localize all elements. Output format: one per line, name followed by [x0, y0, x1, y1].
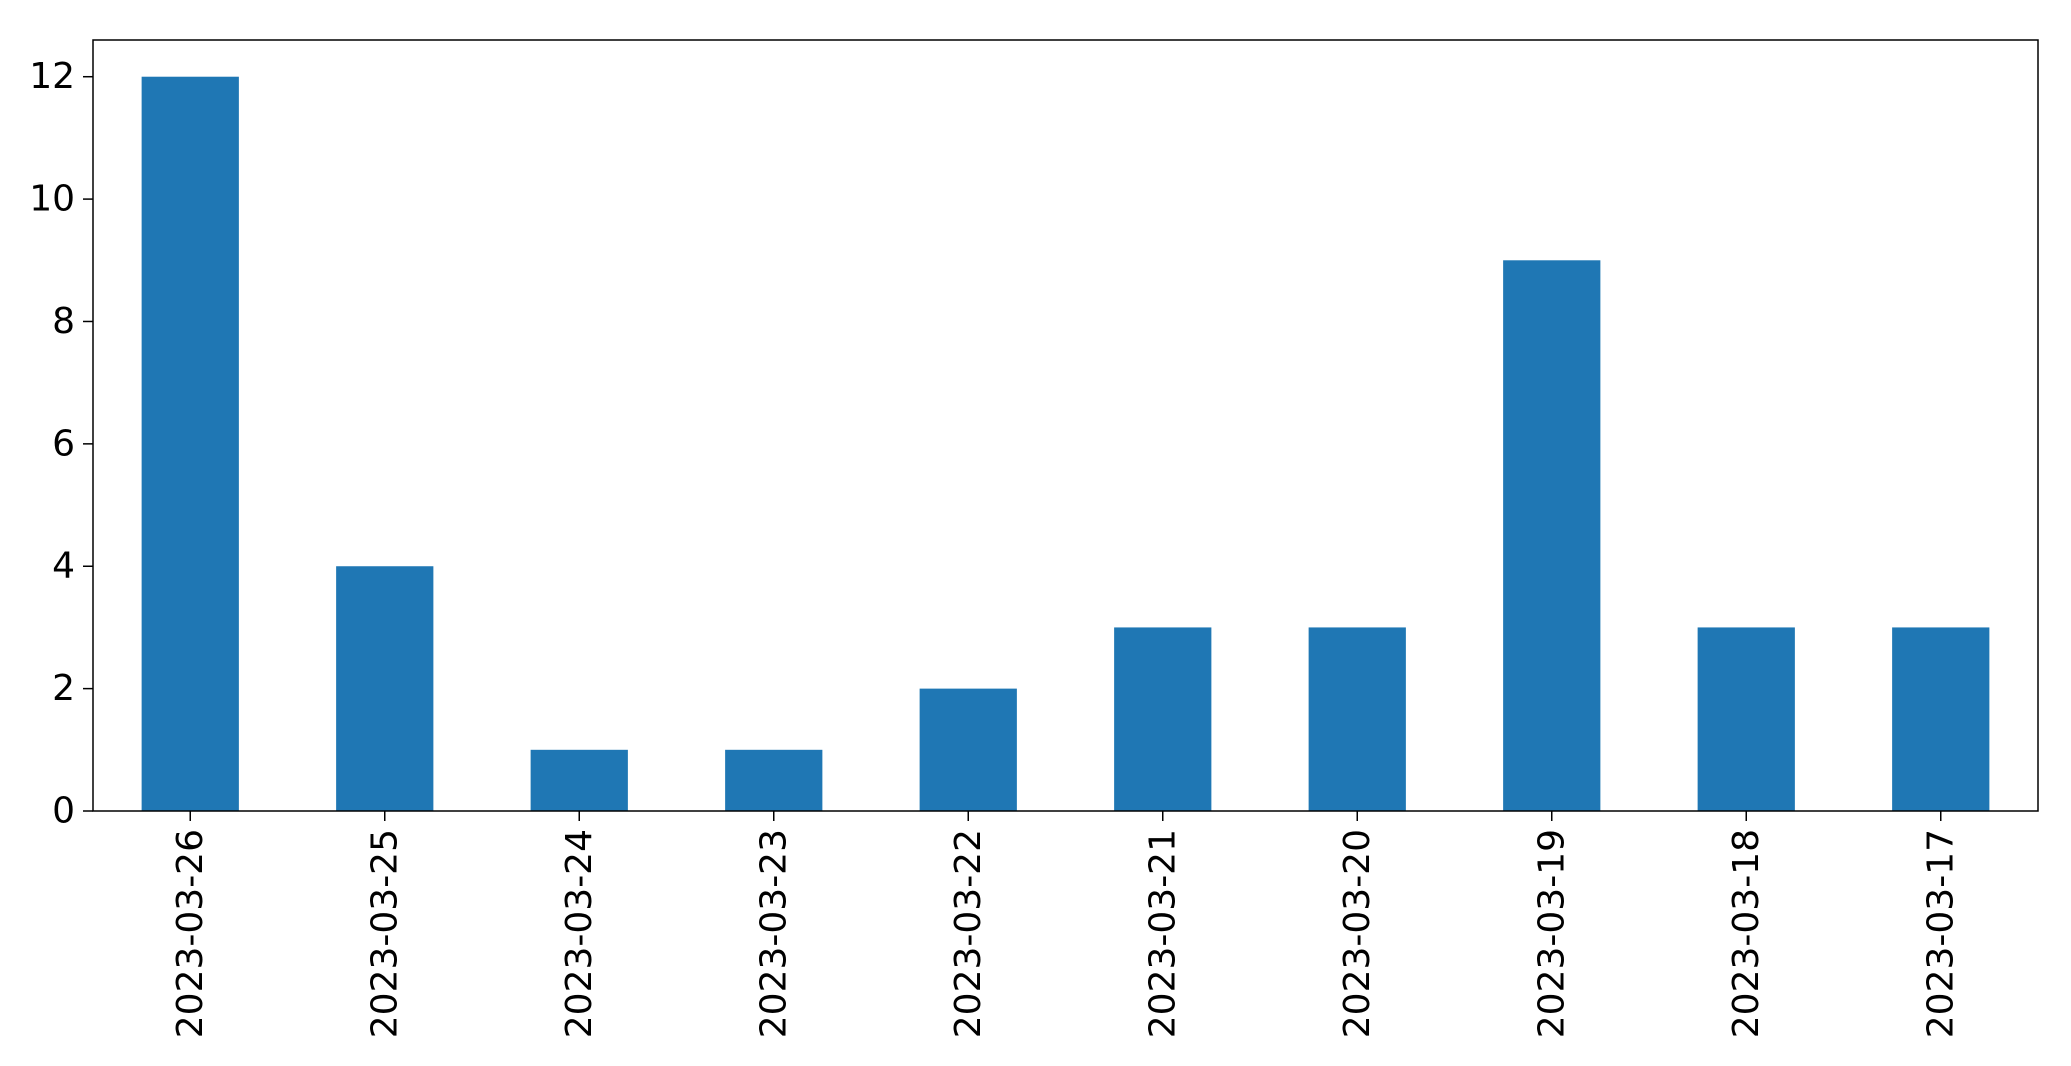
bar-2023-03-24 — [530, 749, 628, 811]
y-tick-label: 6 — [52, 423, 75, 464]
x-axis: 2023-03-26 2023-03-25 2023-03-24 2023-03-23… — [170, 811, 1961, 1038]
y-tick-label: 10 — [29, 179, 75, 220]
y-tick-label: 12 — [29, 56, 75, 97]
y-tick-label: 2 — [52, 668, 75, 709]
x-tick-label: 2023-03-21 — [1142, 829, 1183, 1038]
bar-2023-03-18 — [1697, 627, 1795, 811]
bar-2023-03-25 — [336, 566, 434, 811]
bars-group — [141, 76, 1990, 811]
y-tick-label: 8 — [52, 301, 75, 342]
y-tick-label: 4 — [52, 546, 75, 587]
x-tick-label: 2023-03-19 — [1531, 829, 1572, 1038]
x-tick-label: 2023-03-17 — [1920, 829, 1961, 1038]
x-tick-label: 2023-03-23 — [753, 829, 794, 1038]
x-tick-label: 2023-03-26 — [170, 829, 211, 1038]
plot-frame — [92, 39, 2039, 812]
bar-2023-03-21 — [1114, 627, 1212, 811]
bar-2023-03-20 — [1308, 627, 1406, 811]
y-axis: 0 2 4 6 8 10 12 — [29, 56, 93, 832]
x-tick-label: 2023-03-25 — [364, 829, 405, 1038]
bar-2023-03-23 — [725, 749, 823, 811]
x-tick-label: 2023-03-18 — [1726, 829, 1767, 1038]
x-tick-label: 2023-03-22 — [948, 829, 989, 1038]
x-tick-label: 2023-03-20 — [1337, 829, 1378, 1038]
bar-2023-03-17 — [1892, 627, 1990, 811]
bar-2023-03-26 — [141, 76, 239, 811]
y-tick-label: 0 — [52, 791, 75, 832]
x-tick-label: 2023-03-24 — [559, 829, 600, 1038]
bar-2023-03-19 — [1503, 260, 1601, 811]
bar-2023-03-22 — [919, 688, 1017, 811]
